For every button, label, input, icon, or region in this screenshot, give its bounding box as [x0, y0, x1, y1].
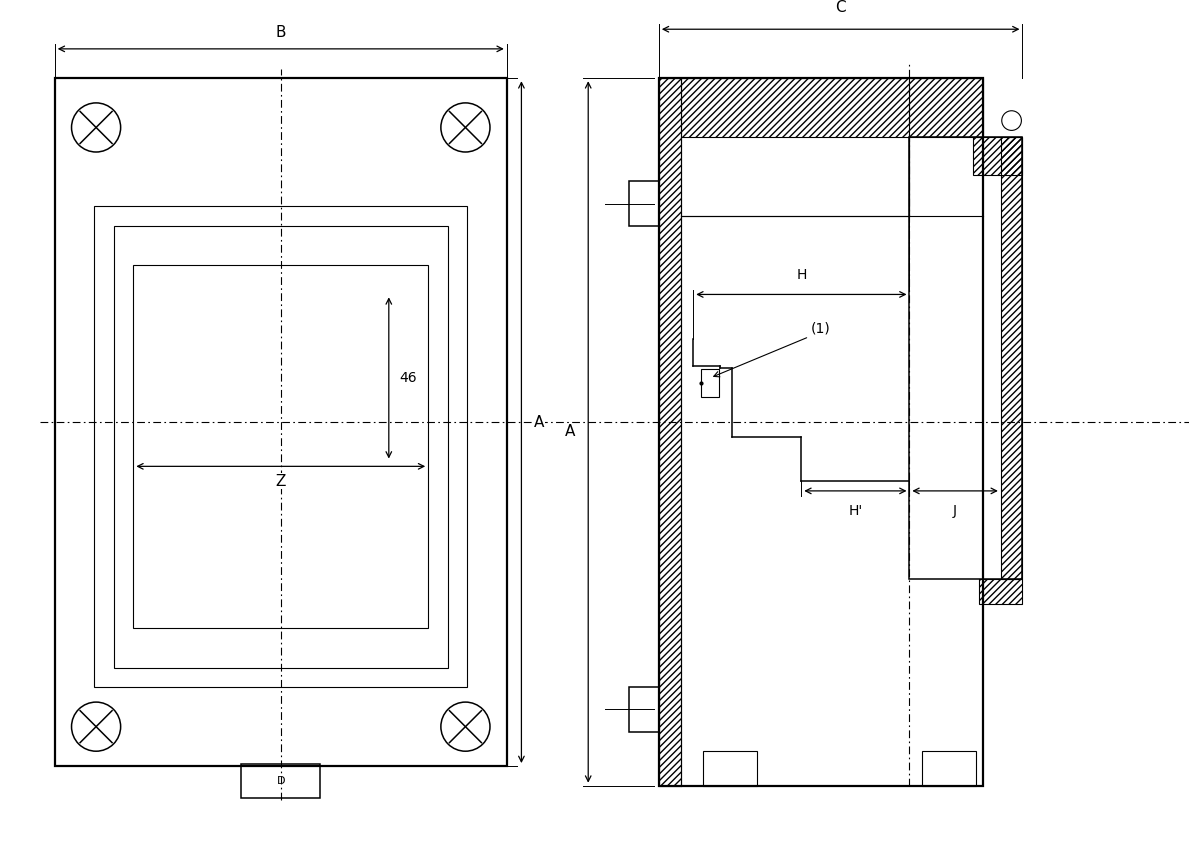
Bar: [922, 751, 977, 785]
Bar: [241, 764, 320, 798]
Text: A: A: [565, 425, 576, 440]
Bar: [910, 137, 1022, 579]
Bar: [701, 369, 719, 397]
Text: A: A: [534, 415, 545, 430]
Text: C: C: [835, 0, 846, 15]
Text: J: J: [953, 504, 958, 517]
Bar: [55, 78, 506, 766]
Text: D: D: [276, 776, 286, 786]
Text: (1): (1): [811, 322, 830, 336]
Text: Z: Z: [276, 473, 286, 489]
Bar: [680, 78, 983, 137]
Bar: [94, 206, 467, 687]
Text: H': H': [848, 504, 863, 517]
Text: H: H: [796, 267, 806, 282]
Bar: [630, 182, 659, 225]
Bar: [659, 78, 983, 785]
Bar: [1001, 137, 1022, 579]
Bar: [630, 687, 659, 732]
Bar: [659, 78, 680, 785]
Bar: [114, 225, 448, 668]
Text: B: B: [276, 24, 286, 40]
Bar: [133, 265, 428, 628]
Text: 46: 46: [400, 371, 418, 385]
Bar: [979, 579, 1022, 604]
Bar: [703, 751, 757, 785]
Bar: [973, 137, 1022, 175]
